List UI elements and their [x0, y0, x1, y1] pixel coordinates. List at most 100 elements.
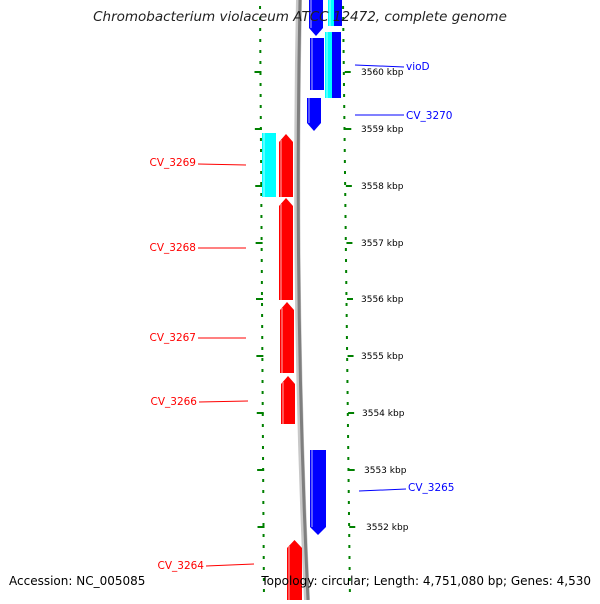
tick-dot	[259, 17, 262, 20]
gene-forward-top	[309, 0, 323, 26]
tick-dot	[262, 479, 265, 482]
tick-dot	[259, 94, 262, 97]
tick-dot	[262, 545, 265, 548]
tick-dot	[343, 149, 346, 152]
major-tick-outer	[344, 71, 351, 73]
tick-dot	[261, 325, 264, 328]
gene-label: CV_3266	[151, 396, 198, 408]
tick-dot	[261, 391, 264, 394]
tick-dot	[260, 160, 263, 163]
tick-dot	[343, 171, 346, 174]
rna-forward-top-highlight	[329, 0, 331, 26]
tick-dot	[261, 413, 264, 416]
outer-tick-column	[342, 6, 351, 592]
position-label: 3553 kbp	[364, 466, 407, 476]
tick-dot	[347, 479, 350, 482]
gene-cv3266-highlight	[282, 382, 284, 424]
tick-dot	[342, 17, 345, 20]
tick-dot	[260, 270, 263, 273]
gene-label: CV_3270	[406, 110, 453, 122]
inner-tick-column	[259, 6, 265, 592]
tick-dot	[342, 83, 345, 86]
tick-dot	[261, 303, 264, 306]
tick-dot	[262, 556, 265, 559]
tick-dot	[345, 281, 348, 284]
tick-dot	[347, 512, 350, 515]
tick-dot	[345, 259, 348, 262]
gene-cv3265-highlight	[311, 450, 313, 527]
labels: 3560 kbp 3559 kbp 3558 kbp 3557 kbp 3556 kbp…	[150, 61, 455, 572]
major-tick-outer	[346, 298, 353, 300]
tick-dot	[347, 435, 350, 438]
major-tick-inner	[257, 526, 265, 528]
tick-dot	[346, 380, 349, 383]
major-tick-inner	[256, 355, 264, 357]
tick-dot	[347, 468, 350, 471]
tick-dot	[347, 490, 350, 493]
tick-dot	[259, 105, 262, 108]
major-tick-outer	[348, 412, 355, 414]
tick-dot	[261, 435, 264, 438]
tick-dot	[348, 556, 351, 559]
tick-dot	[262, 490, 265, 493]
tick-dot	[346, 391, 349, 394]
tick-dot	[260, 171, 263, 174]
tick-dot	[259, 28, 262, 31]
tick-dot	[260, 259, 263, 262]
gene-features	[262, 0, 342, 600]
tick-dot	[345, 270, 348, 273]
tick-dot	[343, 116, 346, 119]
tick-dot	[259, 116, 262, 119]
tick-dot	[345, 292, 348, 295]
tick-dot	[261, 446, 264, 449]
major-tick-outer	[346, 242, 353, 244]
tick-dot	[262, 457, 265, 460]
rna-forward-top	[328, 0, 334, 26]
gene-label-leader	[197, 163, 247, 166]
tick-dot	[259, 39, 262, 42]
tick-dot	[346, 424, 349, 427]
tick-dot	[344, 237, 347, 240]
rna-cv3269	[262, 133, 276, 197]
tick-dot	[260, 182, 263, 185]
tick-dot	[344, 193, 347, 196]
tick-dot	[348, 545, 351, 548]
tick-dot	[346, 402, 349, 405]
position-label: 3559 kbp	[361, 125, 404, 135]
position-label: 3552 kbp	[366, 523, 409, 533]
major-tick-inner	[257, 469, 265, 471]
tick-dot	[344, 215, 347, 218]
tick-dot	[343, 127, 346, 130]
tick-dot	[344, 248, 347, 251]
accession-text: Accession: NC_005085	[9, 574, 146, 588]
tick-dot	[348, 578, 351, 581]
major-tick-outer	[345, 185, 352, 187]
tick-dot	[347, 446, 350, 449]
tick-dot	[259, 72, 262, 75]
tick-dot	[259, 61, 262, 64]
gene-label: CV_3268	[150, 242, 197, 254]
tick-dot	[262, 512, 265, 515]
tick-dot	[343, 138, 346, 141]
position-label: 3557 kbp	[361, 239, 404, 249]
major-tick-inner	[255, 298, 263, 300]
gene-forward-top-tip	[309, 26, 323, 36]
gene-label: vioD	[406, 61, 430, 73]
tick-dot	[260, 226, 263, 229]
gene-cv3267-highlight	[281, 308, 283, 373]
gene-cv3270	[307, 98, 321, 131]
tick-dot	[342, 72, 345, 75]
major-tick-outer	[347, 355, 354, 357]
tick-dot	[343, 105, 346, 108]
tick-dot	[342, 39, 345, 42]
major-tick-outer	[345, 128, 352, 130]
tick-dot	[259, 138, 262, 141]
tick-dot	[260, 292, 263, 295]
tick-dot	[261, 314, 264, 317]
gene-cv3264-highlight	[288, 546, 290, 600]
gene-cv3268-highlight	[280, 204, 282, 300]
tick-dot	[262, 578, 265, 581]
position-label: 3554 kbp	[362, 409, 405, 419]
gene-cv3269	[279, 134, 293, 197]
tick-dot	[346, 369, 349, 372]
